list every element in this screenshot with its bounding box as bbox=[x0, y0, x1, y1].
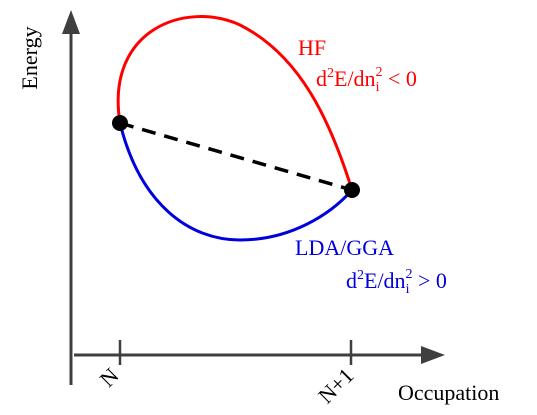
x-tick-label-n-plus-1: N+1 bbox=[313, 363, 358, 408]
lda-gga-label: LDA/GGA bbox=[295, 235, 394, 260]
hf-condition: d2E/dni2 < 0 bbox=[316, 65, 417, 95]
hf-curve bbox=[116, 15, 354, 191]
hf-label: HF bbox=[298, 35, 326, 60]
x-tick-label-n: N bbox=[95, 363, 124, 392]
linear-dashed-line bbox=[119, 121, 353, 192]
point-n bbox=[112, 115, 128, 131]
y-axis-arrowhead bbox=[62, 10, 80, 34]
lda-gga-curve bbox=[118, 122, 354, 242]
lda-gga-condition: d2E/dni2 > 0 bbox=[346, 267, 447, 297]
point-n-plus-1 bbox=[344, 182, 360, 198]
x-axis-label: Occupation bbox=[398, 380, 499, 405]
y-axis-label: Energy bbox=[17, 26, 42, 89]
x-axis-arrowhead bbox=[421, 346, 445, 364]
